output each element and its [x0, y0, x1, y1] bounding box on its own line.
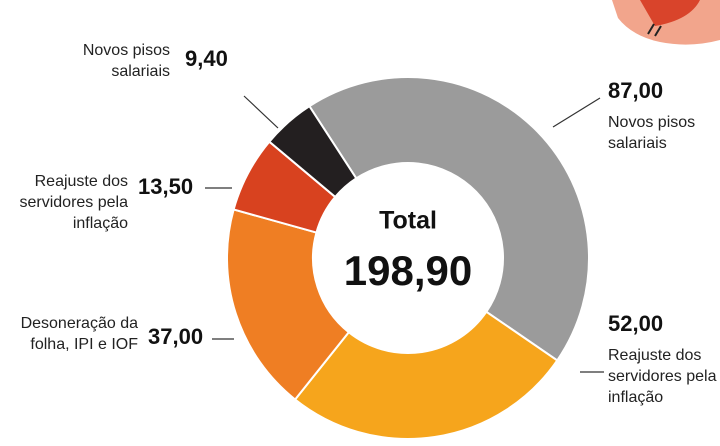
leader-line: [243, 95, 279, 129]
donut-segment: [308, 76, 590, 362]
center-title: Total: [379, 207, 437, 235]
value-label: 13,50: [138, 174, 194, 199]
donut-segment: [293, 310, 559, 440]
ring: [226, 76, 590, 440]
decoration: [612, 0, 720, 45]
value-label: 37,00: [148, 324, 204, 349]
value-label: 87,00: [608, 78, 664, 103]
value-label: 52,00: [608, 311, 664, 336]
category-label: Novos pisos salariais: [608, 114, 696, 152]
leader-lines: [205, 95, 604, 373]
donut-segment: [226, 208, 351, 401]
donut-segment: [267, 104, 358, 199]
category-label: Novos pisos salariais: [82, 42, 170, 80]
value-label: 9,40: [185, 46, 228, 71]
category-label: Reajuste dos servidores pela inflação: [608, 347, 717, 406]
center-value: 198,90: [344, 247, 472, 294]
category-label: Reajuste dos servidores pela inflação: [19, 173, 129, 232]
category-label: Desoneração da folha, IPI e IOF: [20, 315, 138, 353]
leader-line: [552, 97, 601, 128]
